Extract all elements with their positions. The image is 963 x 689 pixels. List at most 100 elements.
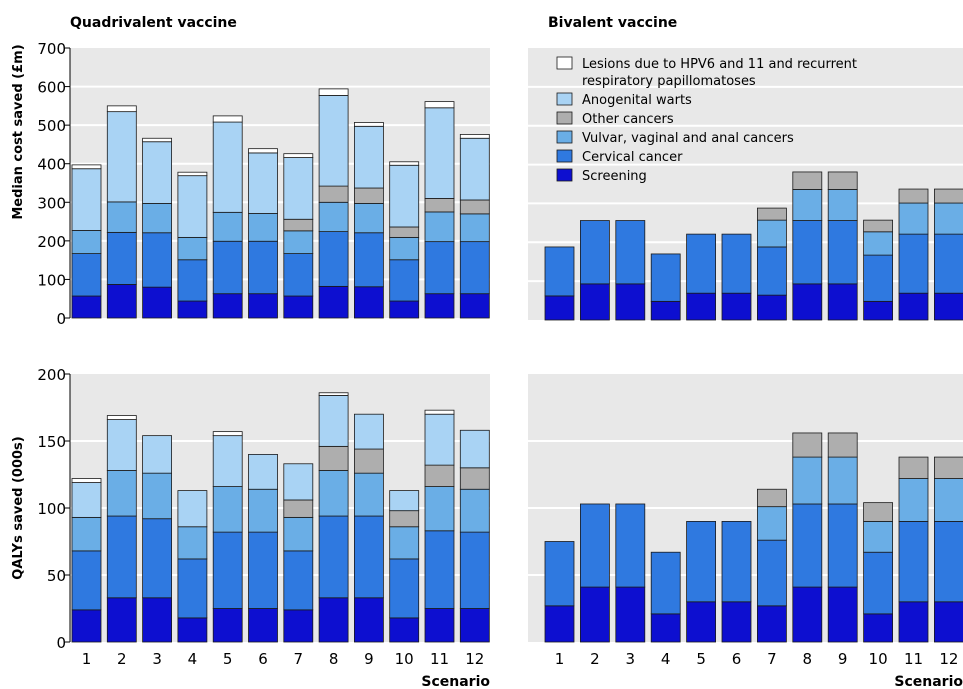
bar-segment-cervical-3 (142, 232, 173, 288)
bar-segment-other-11 (424, 198, 455, 213)
bar-segment-lesions-7 (283, 153, 314, 158)
bar-segment-vvac-11 (424, 486, 455, 532)
bar-segment-other-10 (863, 502, 893, 522)
bar-segment-screening-2 (106, 284, 137, 319)
bar-segment-cervical-4 (650, 253, 681, 302)
bar-segment-vvac-3 (142, 203, 173, 234)
x-tick-label: 10 (395, 650, 414, 668)
bar-segment-vvac-8 (318, 201, 349, 233)
x-tick-label: 7 (767, 650, 777, 668)
bar-segment-other-8 (792, 432, 823, 458)
bar-segment-cervical-12 (934, 233, 963, 294)
bar-segment-warts-9 (353, 125, 384, 189)
y-tick-label: 500 (37, 117, 66, 135)
bar-segment-screening-1 (71, 295, 102, 319)
bar-segment-other-10 (389, 510, 420, 528)
bar-segment-screening-4 (650, 300, 681, 321)
bar-segment-warts-1 (71, 482, 102, 518)
bar-segment-warts-10 (389, 164, 420, 228)
bar-segment-other-7 (283, 218, 314, 232)
title-bivalent: Bivalent vaccine (548, 15, 677, 31)
bar-segment-other-11 (898, 456, 929, 479)
y-tick-label: 700 (37, 40, 66, 58)
bar-segment-vvac-10 (863, 231, 893, 256)
bar-segment-vvac-9 (827, 456, 858, 505)
bar-segment-vvac-7 (757, 219, 787, 248)
bar-segment-cervical-11 (424, 241, 455, 295)
x-tick-label: 12 (465, 650, 484, 668)
bar-segment-screening-4 (177, 617, 208, 643)
bar-segment-other-8 (792, 171, 823, 190)
bar-segment-cervical-3 (615, 503, 646, 588)
bar-segment-cervical-10 (863, 254, 893, 302)
bar-segment-screening-7 (757, 294, 787, 321)
bar-segment-warts-2 (106, 111, 137, 203)
legend-item-cervical: Cervical cancer (556, 149, 683, 165)
bar-segment-cervical-12 (459, 241, 490, 295)
bar-segment-vvac-9 (353, 472, 384, 517)
legend-item-warts: Anogenital warts (556, 92, 692, 108)
bar-segment-warts-8 (318, 95, 349, 187)
bar-segment-vvac-4 (177, 526, 208, 560)
bar-segment-lesions-1 (71, 478, 102, 483)
bar-segment-cervical-2 (580, 220, 610, 285)
bar-segment-warts-4 (177, 490, 208, 528)
bar-segment-other-8 (318, 185, 349, 203)
bar-segment-vvac-8 (792, 189, 823, 221)
bar-segment-cervical-2 (580, 503, 610, 588)
x-tick-label: 9 (838, 650, 848, 668)
legend-label: respiratory papillomatoses (582, 74, 756, 89)
bar-segment-vvac-7 (283, 516, 314, 552)
bar-segment-screening-5 (212, 293, 243, 319)
bar-segment-cervical-6 (248, 531, 278, 609)
bar-segment-warts-9 (353, 413, 384, 450)
bar-segment-vvac-2 (106, 201, 137, 233)
bar-segment-screening-3 (142, 286, 173, 319)
y-tick-label: 50 (47, 567, 66, 585)
x-tick-label: 1 (555, 650, 565, 668)
legend-swatch (556, 130, 573, 144)
bar-segment-vvac-6 (248, 213, 278, 242)
bar-segment-warts-1 (71, 168, 102, 231)
bar-segment-warts-3 (142, 141, 173, 204)
bar-segment-warts-7 (283, 157, 314, 220)
y-tick-label: 600 (37, 79, 66, 97)
bar-segment-cervical-9 (827, 503, 858, 588)
ylabel-cost: Median cost saved (£m) (11, 44, 26, 219)
bar-segment-vvac-3 (142, 472, 173, 520)
bar-segment-lesions-10 (389, 161, 420, 166)
bar-segment-screening-12 (459, 293, 490, 319)
bar-segment-screening-9 (353, 286, 384, 319)
bar-segment-screening-2 (106, 597, 137, 643)
x-tick-label: 8 (803, 650, 813, 668)
bar-segment-vvac-10 (389, 526, 420, 560)
bar-segment-vvac-11 (424, 211, 455, 243)
bar-segment-screening-12 (934, 292, 963, 321)
bar-segment-lesions-12 (459, 133, 490, 139)
bar-segment-screening-12 (934, 601, 963, 643)
bar-segment-cervical-11 (424, 530, 455, 609)
x-tick-label: 2 (590, 650, 600, 668)
bar-segment-cervical-3 (142, 518, 173, 599)
y-tick-label: 150 (37, 433, 66, 451)
x-tick-label: 5 (223, 650, 233, 668)
bar-segment-other-12 (934, 188, 963, 204)
bar-segment-vvac-10 (863, 521, 893, 553)
bar-segment-warts-12 (459, 429, 490, 469)
y-tick-label: 200 (37, 366, 66, 384)
bar-segment-screening-5 (686, 292, 716, 321)
bar-segment-screening-6 (248, 293, 278, 319)
bar-segment-vvac-12 (459, 213, 490, 243)
bar-segment-vvac-8 (792, 456, 823, 505)
legend-item-other: Other cancers (556, 111, 674, 127)
bar-segment-cervical-4 (177, 558, 208, 619)
bar-segment-screening-10 (389, 300, 420, 319)
bar-segment-warts-4 (177, 175, 208, 238)
bar-segment-cervical-6 (248, 240, 278, 295)
bar-segment-cervical-1 (71, 253, 102, 297)
x-tick-label: 8 (329, 650, 339, 668)
bar-segment-other-7 (283, 499, 314, 518)
x-tick-label: 3 (626, 650, 636, 668)
bar-segment-vvac-9 (353, 203, 384, 234)
